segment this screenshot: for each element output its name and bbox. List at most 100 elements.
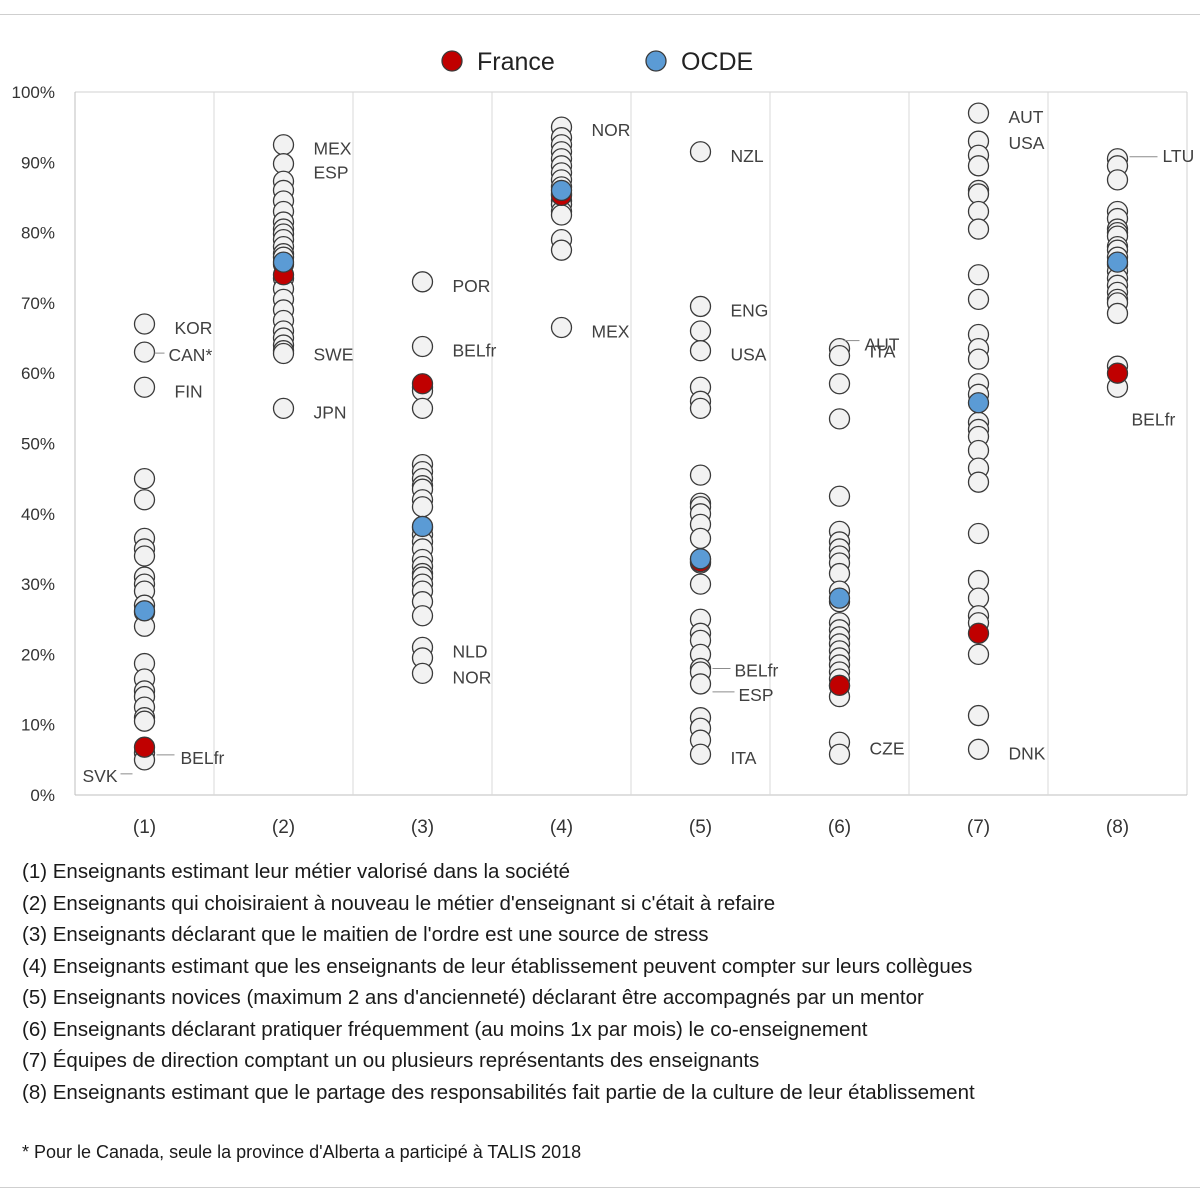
france-point bbox=[1106, 362, 1129, 384]
x-tick-label: (3) bbox=[411, 817, 434, 838]
top-border bbox=[0, 14, 1200, 15]
country-point bbox=[689, 573, 712, 595]
france-point bbox=[411, 373, 434, 395]
note-6: (6) Enseignants déclarant pratiquer fréq… bbox=[22, 1017, 868, 1041]
country-point bbox=[411, 335, 434, 358]
france-point bbox=[133, 736, 156, 758]
country-label: NLD bbox=[453, 641, 488, 661]
ocde-point bbox=[828, 587, 851, 609]
ocde-point bbox=[133, 600, 156, 622]
country-point bbox=[967, 704, 990, 727]
country-label: MEX bbox=[592, 322, 630, 342]
y-tick-label: 10% bbox=[21, 716, 55, 735]
country-point bbox=[828, 743, 851, 765]
country-point bbox=[967, 348, 990, 370]
country-label: ENG bbox=[731, 300, 769, 320]
country-label: ESP bbox=[739, 685, 774, 705]
y-tick-label: 20% bbox=[21, 645, 55, 664]
country-point bbox=[272, 134, 295, 156]
country-point bbox=[967, 471, 990, 493]
country-point bbox=[967, 102, 990, 124]
country-point bbox=[1106, 169, 1129, 191]
country-label: ITA bbox=[731, 748, 757, 768]
x-tick-label: (1) bbox=[133, 817, 156, 838]
x-tick-label: (8) bbox=[1106, 817, 1129, 838]
country-label: USA bbox=[731, 345, 767, 365]
legend-item-ocde: OCDE bbox=[645, 48, 753, 76]
country-point bbox=[828, 485, 851, 507]
country-label: BELfr bbox=[1132, 409, 1176, 429]
country-label: AUT bbox=[865, 335, 900, 355]
country-point bbox=[828, 373, 851, 395]
country-point bbox=[550, 239, 573, 261]
x-tick-label: (5) bbox=[689, 817, 712, 838]
country-label: BELfr bbox=[735, 660, 779, 680]
country-label: NZL bbox=[731, 146, 764, 166]
y-tick-label: 0% bbox=[30, 786, 55, 805]
y-tick-label: 30% bbox=[21, 575, 55, 594]
country-label: CZE bbox=[870, 738, 905, 758]
country-point bbox=[689, 141, 712, 163]
footnote: * Pour le Canada, seule la province d'Al… bbox=[22, 1142, 582, 1162]
country-labels: KOR CAN* FIN BELfr SVK MEX ESP SWE JPN POR BELfr NL… bbox=[82, 107, 1194, 786]
legend-label: OCDE bbox=[681, 48, 753, 76]
country-label: LTU bbox=[1163, 146, 1195, 166]
country-label: ESP bbox=[314, 163, 349, 183]
note-2: (2) Enseignants qui choisiraient à nouve… bbox=[22, 891, 776, 915]
country-point bbox=[1106, 302, 1129, 325]
y-tick-label: 70% bbox=[21, 294, 55, 313]
country-label: MEX bbox=[314, 139, 352, 159]
country-label: AUT bbox=[1009, 107, 1044, 127]
y-tick-label: 80% bbox=[21, 224, 55, 243]
country-point bbox=[689, 320, 712, 342]
country-point bbox=[411, 605, 434, 627]
country-point bbox=[689, 527, 712, 550]
country-label: SVK bbox=[82, 766, 117, 786]
country-point bbox=[411, 662, 434, 685]
y-tick-label: 40% bbox=[21, 505, 55, 524]
country-point bbox=[411, 271, 434, 293]
y-tick-label: 100% bbox=[12, 83, 55, 102]
category-notes: (1) Enseignants estimant leur métier val… bbox=[22, 856, 1192, 1108]
country-point bbox=[133, 489, 156, 511]
country-point bbox=[967, 264, 990, 286]
country-point bbox=[133, 376, 156, 398]
country-label: JPN bbox=[314, 402, 347, 422]
note-1: (1) Enseignants estimant leur métier val… bbox=[22, 860, 571, 883]
france-point bbox=[967, 622, 990, 644]
country-point bbox=[550, 316, 573, 339]
country-label: USA bbox=[1009, 133, 1045, 153]
ocde-point bbox=[272, 251, 295, 273]
country-label: KOR bbox=[175, 318, 213, 338]
country-point bbox=[967, 288, 990, 311]
y-tick-label: 50% bbox=[21, 435, 55, 454]
ocde-point bbox=[689, 548, 712, 570]
legend: France OCDE bbox=[441, 48, 753, 76]
country-point bbox=[550, 204, 573, 226]
legend-label: France bbox=[477, 48, 555, 76]
country-point bbox=[967, 522, 990, 545]
country-point bbox=[967, 218, 990, 240]
axes: 0% 10% 20% 30% 40% 50% 60% 70% 80% 90% 100% (1) (2) (… bbox=[12, 83, 1188, 838]
country-point bbox=[133, 710, 156, 732]
y-tick-label: 60% bbox=[21, 364, 55, 383]
note-8: (8) Enseignants estimant que le partage … bbox=[22, 1080, 975, 1104]
country-point bbox=[272, 397, 295, 420]
country-point bbox=[967, 738, 990, 760]
x-tick-label: (6) bbox=[828, 817, 851, 838]
bottom-border bbox=[0, 1187, 1200, 1188]
scatter-chart: France OCDE 0% 10% 20% 30% 40% 50% 60% 70% 80% 90%… bbox=[12, 48, 1195, 838]
country-label: FIN bbox=[175, 381, 203, 401]
note-5: (5) Enseignants novices (maximum 2 ans d… bbox=[22, 986, 924, 1009]
country-point bbox=[689, 340, 712, 362]
y-tick-label: 90% bbox=[21, 153, 55, 172]
france-point bbox=[828, 674, 851, 696]
country-point bbox=[828, 408, 851, 430]
country-point bbox=[689, 397, 712, 420]
country-point bbox=[828, 344, 851, 367]
note-3: (3) Enseignants déclarant que le maitien… bbox=[22, 923, 709, 946]
country-label: NOR bbox=[592, 120, 631, 140]
note-4: (4) Enseignants estimant que les enseign… bbox=[22, 954, 973, 978]
x-tick-label: (7) bbox=[967, 817, 990, 838]
country-point bbox=[689, 743, 712, 765]
